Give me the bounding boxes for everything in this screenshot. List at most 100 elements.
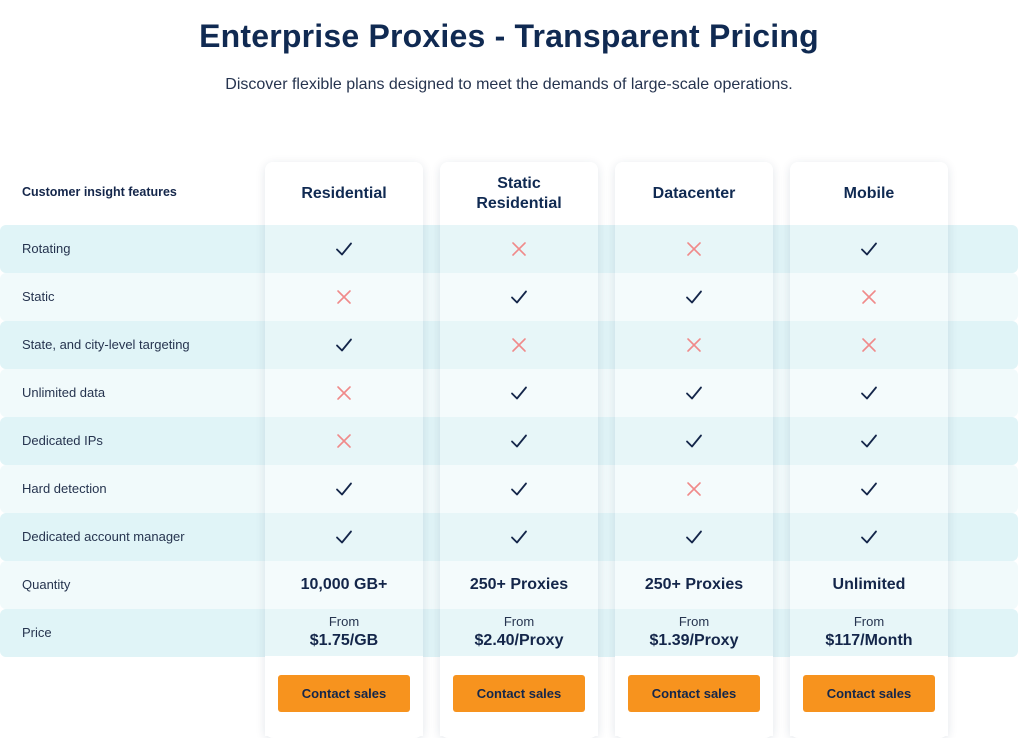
- cross-icon: [337, 290, 351, 304]
- contact-sales-button[interactable]: Contact sales: [453, 675, 585, 712]
- plan-card: [440, 162, 598, 738]
- check-icon: [511, 434, 527, 448]
- feature-cell: [440, 465, 598, 513]
- cross-icon: [687, 482, 701, 496]
- check-icon: [861, 386, 877, 400]
- feature-cell: [615, 321, 773, 369]
- check-icon: [511, 530, 527, 544]
- feature-cell: [440, 225, 598, 273]
- price-amount: $2.40/Proxy: [474, 632, 564, 649]
- plan-name: Residential: [265, 162, 423, 225]
- check-icon: [861, 434, 877, 448]
- feature-cell: [615, 417, 773, 465]
- price-amount: $117/Month: [825, 632, 913, 649]
- price-amount: $1.75/GB: [309, 632, 379, 649]
- feature-cell: [790, 369, 948, 417]
- feature-cell: [790, 273, 948, 321]
- feature-cell: [265, 417, 423, 465]
- table-row-background: [0, 465, 1018, 513]
- cross-icon: [512, 338, 526, 352]
- price-prefix: From: [328, 614, 360, 629]
- check-icon: [861, 530, 877, 544]
- contact-sales-button[interactable]: Contact sales: [278, 675, 410, 712]
- feature-cell: [790, 465, 948, 513]
- feature-label: Dedicated IPs: [22, 433, 103, 448]
- plan-quantity: Unlimited: [832, 576, 906, 593]
- plan-name: Mobile: [790, 162, 948, 225]
- table-row-background: [0, 609, 1018, 657]
- check-icon: [861, 242, 877, 256]
- check-icon: [686, 434, 702, 448]
- plan-card: [615, 162, 773, 738]
- feature-cell: [790, 225, 948, 273]
- check-icon: [686, 290, 702, 304]
- plan-card: [265, 162, 423, 738]
- cross-icon: [337, 386, 351, 400]
- cross-icon: [862, 290, 876, 304]
- feature-cell: [440, 513, 598, 561]
- quantity-label: Quantity: [22, 577, 71, 592]
- plan-name: Datacenter: [615, 162, 773, 225]
- check-icon: [336, 338, 352, 352]
- check-icon: [686, 530, 702, 544]
- plan-quantity: 250+ Proxies: [469, 576, 569, 593]
- plan-name: Static Residential: [440, 162, 598, 225]
- feature-cell: [265, 369, 423, 417]
- price-prefix: From: [503, 614, 535, 629]
- plan-price: From $117/Month: [790, 609, 948, 657]
- plan-price: From $1.75/GB: [265, 609, 423, 657]
- feature-label: Static: [22, 289, 55, 304]
- price-label: Price: [22, 625, 52, 640]
- plan-card: [790, 162, 948, 738]
- feature-cell: [615, 273, 773, 321]
- check-icon: [336, 482, 352, 496]
- check-icon: [511, 386, 527, 400]
- feature-cell: [790, 321, 948, 369]
- check-icon: [336, 530, 352, 544]
- check-icon: [511, 290, 527, 304]
- feature-cell: [265, 225, 423, 273]
- table-row-background: [0, 369, 1018, 417]
- feature-cell: [440, 321, 598, 369]
- cross-icon: [687, 242, 701, 256]
- price-amount: $1.39/Proxy: [649, 632, 739, 649]
- feature-cell: [615, 369, 773, 417]
- check-icon: [511, 482, 527, 496]
- feature-cell: [440, 417, 598, 465]
- plan-price: From $2.40/Proxy: [440, 609, 598, 657]
- contact-sales-button[interactable]: Contact sales: [628, 675, 760, 712]
- contact-sales-button[interactable]: Contact sales: [803, 675, 935, 712]
- cross-icon: [862, 338, 876, 352]
- plan-quantity: 250+ Proxies: [644, 576, 744, 593]
- table-row-background: [0, 513, 1018, 561]
- feature-cell: [615, 225, 773, 273]
- plan-quantity: 10,000 GB+: [300, 576, 388, 593]
- feature-cell: [440, 273, 598, 321]
- feature-cell: [615, 513, 773, 561]
- feature-cell: [265, 513, 423, 561]
- page-title: Enterprise Proxies - Transparent Pricing: [199, 18, 819, 54]
- plan-price: From $1.39/Proxy: [615, 609, 773, 657]
- feature-label: Unlimited data: [22, 385, 106, 400]
- feature-cell: [790, 513, 948, 561]
- feature-cell: [265, 321, 423, 369]
- check-icon: [861, 482, 877, 496]
- table-row-background: [0, 561, 1018, 609]
- feature-cell: [265, 465, 423, 513]
- table-row-background: [0, 417, 1018, 465]
- feature-cell: [615, 465, 773, 513]
- feature-cell: [790, 417, 948, 465]
- features-header: Customer insight features: [22, 185, 177, 199]
- check-icon: [686, 386, 702, 400]
- price-prefix: From: [853, 614, 885, 629]
- feature-cell: [440, 369, 598, 417]
- cross-icon: [687, 338, 701, 352]
- feature-label: Rotating: [22, 241, 71, 256]
- table-row-background: [0, 321, 1018, 369]
- cross-icon: [512, 242, 526, 256]
- feature-cell: [265, 273, 423, 321]
- price-prefix: From: [678, 614, 710, 629]
- feature-label: State, and city-level targeting: [22, 337, 190, 352]
- check-icon: [336, 242, 352, 256]
- table-row-background: [0, 225, 1018, 273]
